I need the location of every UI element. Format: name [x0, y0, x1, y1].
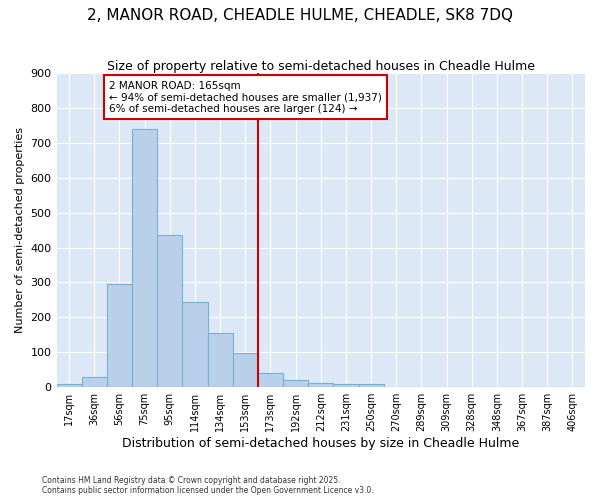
- Text: 2 MANOR ROAD: 165sqm
← 94% of semi-detached houses are smaller (1,937)
6% of sem: 2 MANOR ROAD: 165sqm ← 94% of semi-detac…: [109, 80, 382, 114]
- Bar: [82, 376, 107, 387]
- Bar: [182, 302, 208, 387]
- Bar: [56, 384, 82, 387]
- Bar: [359, 384, 383, 387]
- Bar: [258, 373, 283, 387]
- Bar: [208, 333, 233, 387]
- Y-axis label: Number of semi-detached properties: Number of semi-detached properties: [15, 127, 25, 333]
- Bar: [107, 284, 132, 387]
- Bar: [283, 380, 308, 387]
- Bar: [334, 384, 359, 387]
- Text: Contains HM Land Registry data © Crown copyright and database right 2025.
Contai: Contains HM Land Registry data © Crown c…: [42, 476, 374, 495]
- Bar: [157, 236, 182, 387]
- Bar: [308, 382, 334, 387]
- Text: 2, MANOR ROAD, CHEADLE HULME, CHEADLE, SK8 7DQ: 2, MANOR ROAD, CHEADLE HULME, CHEADLE, S…: [87, 8, 513, 22]
- Bar: [132, 129, 157, 387]
- X-axis label: Distribution of semi-detached houses by size in Cheadle Hulme: Distribution of semi-detached houses by …: [122, 437, 520, 450]
- Bar: [233, 353, 258, 387]
- Title: Size of property relative to semi-detached houses in Cheadle Hulme: Size of property relative to semi-detach…: [107, 60, 535, 73]
